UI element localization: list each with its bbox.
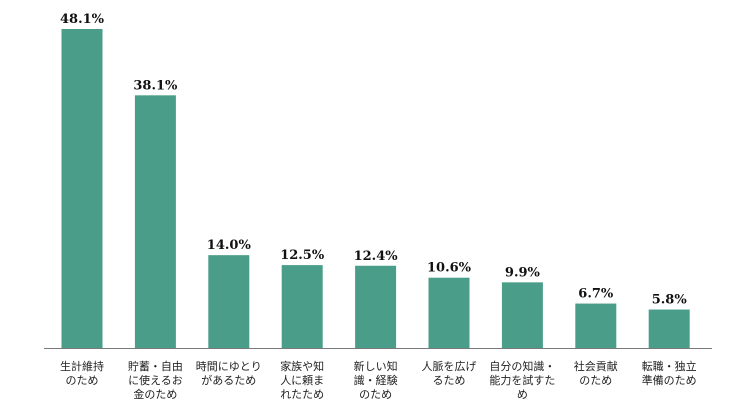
- bar-5: [355, 265, 397, 348]
- category-label-line: 家族や知: [280, 359, 324, 373]
- category-label-line: があるため: [201, 373, 256, 387]
- bar-1: [61, 29, 103, 348]
- category-label-9: 転職・独立準備のため: [642, 359, 697, 387]
- category-label-3: 時間にゆとりがあるため: [196, 360, 262, 387]
- bar-3: [208, 255, 250, 348]
- value-label-9: 5.8%: [652, 293, 688, 308]
- category-label-line: 準備のため: [642, 373, 697, 387]
- value-label-8: 6.7%: [578, 287, 614, 302]
- bar-4: [281, 265, 323, 348]
- category-label-line: 識・経験: [354, 373, 398, 387]
- category-label-line: 人脈を広げ: [422, 359, 477, 373]
- category-label-line: 生計維持: [60, 359, 104, 373]
- category-label-1: 生計維持のため: [60, 359, 104, 387]
- category-label-line: のため: [66, 374, 99, 387]
- value-label-5: 12.4%: [354, 249, 399, 264]
- value-label-3: 14.0%: [207, 238, 252, 253]
- category-label-line: 貯蓄・自由: [128, 359, 183, 373]
- category-label-line: め: [517, 388, 528, 401]
- value-labels-group: 48.1% 38.1% 14.0% 12.5% 12.4% 10.6% 9.9% 6.7% 5.…: [60, 12, 687, 308]
- category-label-line: 能力を試すた: [489, 373, 555, 387]
- category-label-line: のため: [579, 374, 612, 387]
- category-label-line: 転職・独立: [642, 359, 697, 373]
- category-label-line: 人に頼ま: [280, 374, 324, 387]
- category-label-8: 社会貢献のため: [574, 359, 618, 387]
- category-label-line: 社会貢献: [574, 359, 618, 373]
- category-label-line: れたため: [280, 388, 324, 401]
- category-label-line: 新しい知: [354, 359, 398, 373]
- value-label-6: 10.6%: [427, 261, 472, 276]
- category-labels-group: 生計維持のため貯蓄・自由に使えるお金のため時間にゆとりがあるため家族や知人に頼ま…: [60, 359, 697, 401]
- category-label-line: のため: [359, 388, 392, 401]
- category-label-line: に使えるお: [128, 374, 183, 387]
- bar-9: [648, 309, 690, 348]
- category-label-4: 家族や知人に頼まれたため: [280, 359, 324, 401]
- bar-2: [134, 95, 176, 349]
- category-label-6: 人脈を広げるため: [422, 359, 477, 387]
- value-label-4: 12.5%: [280, 248, 325, 263]
- category-label-line: るため: [433, 374, 466, 387]
- value-label-1: 48.1%: [60, 12, 105, 27]
- category-label-line: 時間にゆとり: [196, 360, 262, 373]
- bar-8: [575, 303, 617, 348]
- bar-7: [501, 282, 543, 348]
- category-label-line: 金のため: [133, 387, 177, 401]
- value-label-7: 9.9%: [505, 265, 541, 280]
- value-label-2: 38.1%: [133, 78, 178, 93]
- bar-6: [428, 277, 470, 348]
- category-label-5: 新しい知識・経験のため: [354, 359, 398, 401]
- bars-group: [61, 29, 690, 349]
- category-label-line: 自分の知識・: [489, 359, 555, 373]
- category-label-7: 自分の知識・能力を試すため: [489, 359, 555, 401]
- category-label-2: 貯蓄・自由に使えるお金のため: [128, 359, 183, 401]
